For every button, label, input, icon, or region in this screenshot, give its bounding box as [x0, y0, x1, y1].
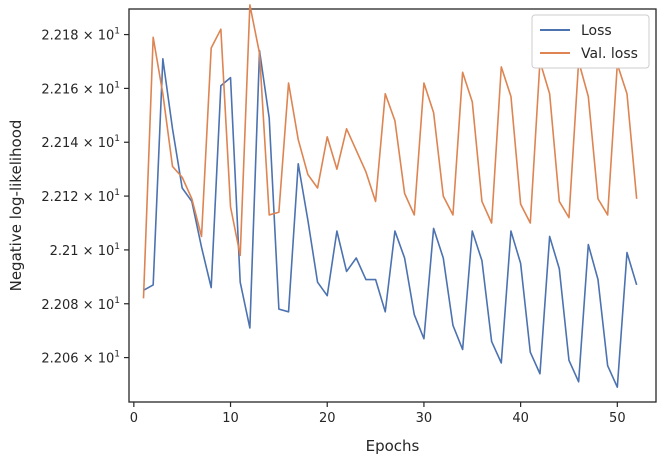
series-line-val-loss: [142, 4, 638, 299]
x-tick-label: 0: [130, 411, 138, 426]
legend: Loss Val. loss: [531, 14, 650, 69]
legend-label-loss: Loss: [581, 23, 612, 39]
x-tick-label: 10: [222, 411, 239, 426]
plot-frame: [128, 8, 657, 403]
y-axis: 2.206 × 101 2.208 × 101 2.21 × 101 2.212 × …: [41, 27, 129, 367]
y-tick-label: 2.208 × 101: [41, 296, 120, 313]
legend-label-val-loss: Val. loss: [581, 46, 638, 62]
x-tick-label: 20: [319, 411, 336, 426]
y-tick-label: 2.21 × 101: [50, 242, 120, 259]
legend-box: [531, 14, 650, 69]
y-tick-label: 2.218 × 101: [41, 27, 120, 44]
x-tick-label: 40: [512, 411, 529, 426]
y-tick-label: 2.216 × 101: [41, 80, 120, 97]
x-tick-label: 50: [609, 411, 626, 426]
x-tick-label: 30: [416, 411, 433, 426]
x-axis-title: Epochs: [366, 437, 420, 455]
y-tick-label: 2.206 × 101: [41, 350, 120, 367]
y-tick-label: 2.214 × 101: [41, 134, 120, 151]
x-axis: 0 10 20 30 40 50: [130, 402, 626, 426]
series-line-loss: [143, 49, 638, 389]
y-axis-title: Negative log-likelihood: [7, 120, 25, 292]
series-layer: [142, 4, 638, 389]
y-tick-label: 2.212 × 101: [41, 188, 120, 205]
